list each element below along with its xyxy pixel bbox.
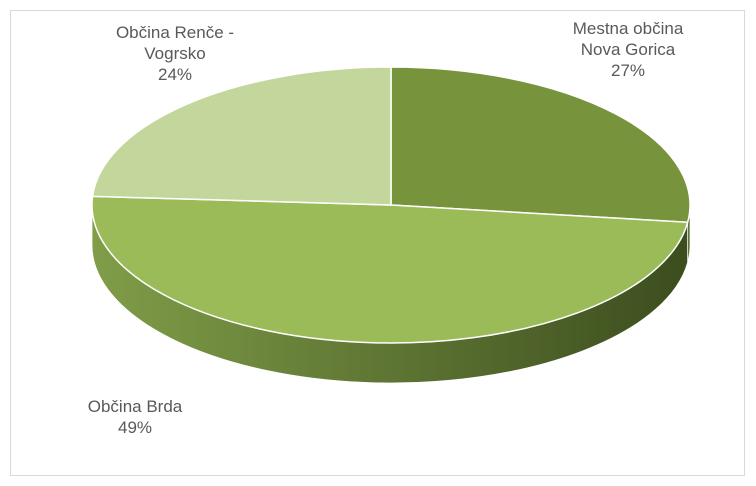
pie-slice	[91, 195, 689, 344]
category-label: Mestna občina Nova Gorica	[572, 19, 684, 59]
data-label: Mestna občina Nova Gorica 27%	[568, 18, 688, 81]
value-label: 27%	[610, 61, 646, 80]
pie-slice	[390, 66, 691, 224]
data-label: Občina Brda 49%	[60, 396, 210, 438]
pie-slice	[91, 66, 392, 206]
category-label: Občina Brda	[87, 397, 183, 416]
value-label: 49%	[117, 418, 153, 437]
category-label: Občina Renče - Vogrsko	[115, 23, 235, 63]
value-label: 24%	[157, 65, 193, 84]
data-label: Občina Renče - Vogrsko 24%	[100, 22, 250, 85]
